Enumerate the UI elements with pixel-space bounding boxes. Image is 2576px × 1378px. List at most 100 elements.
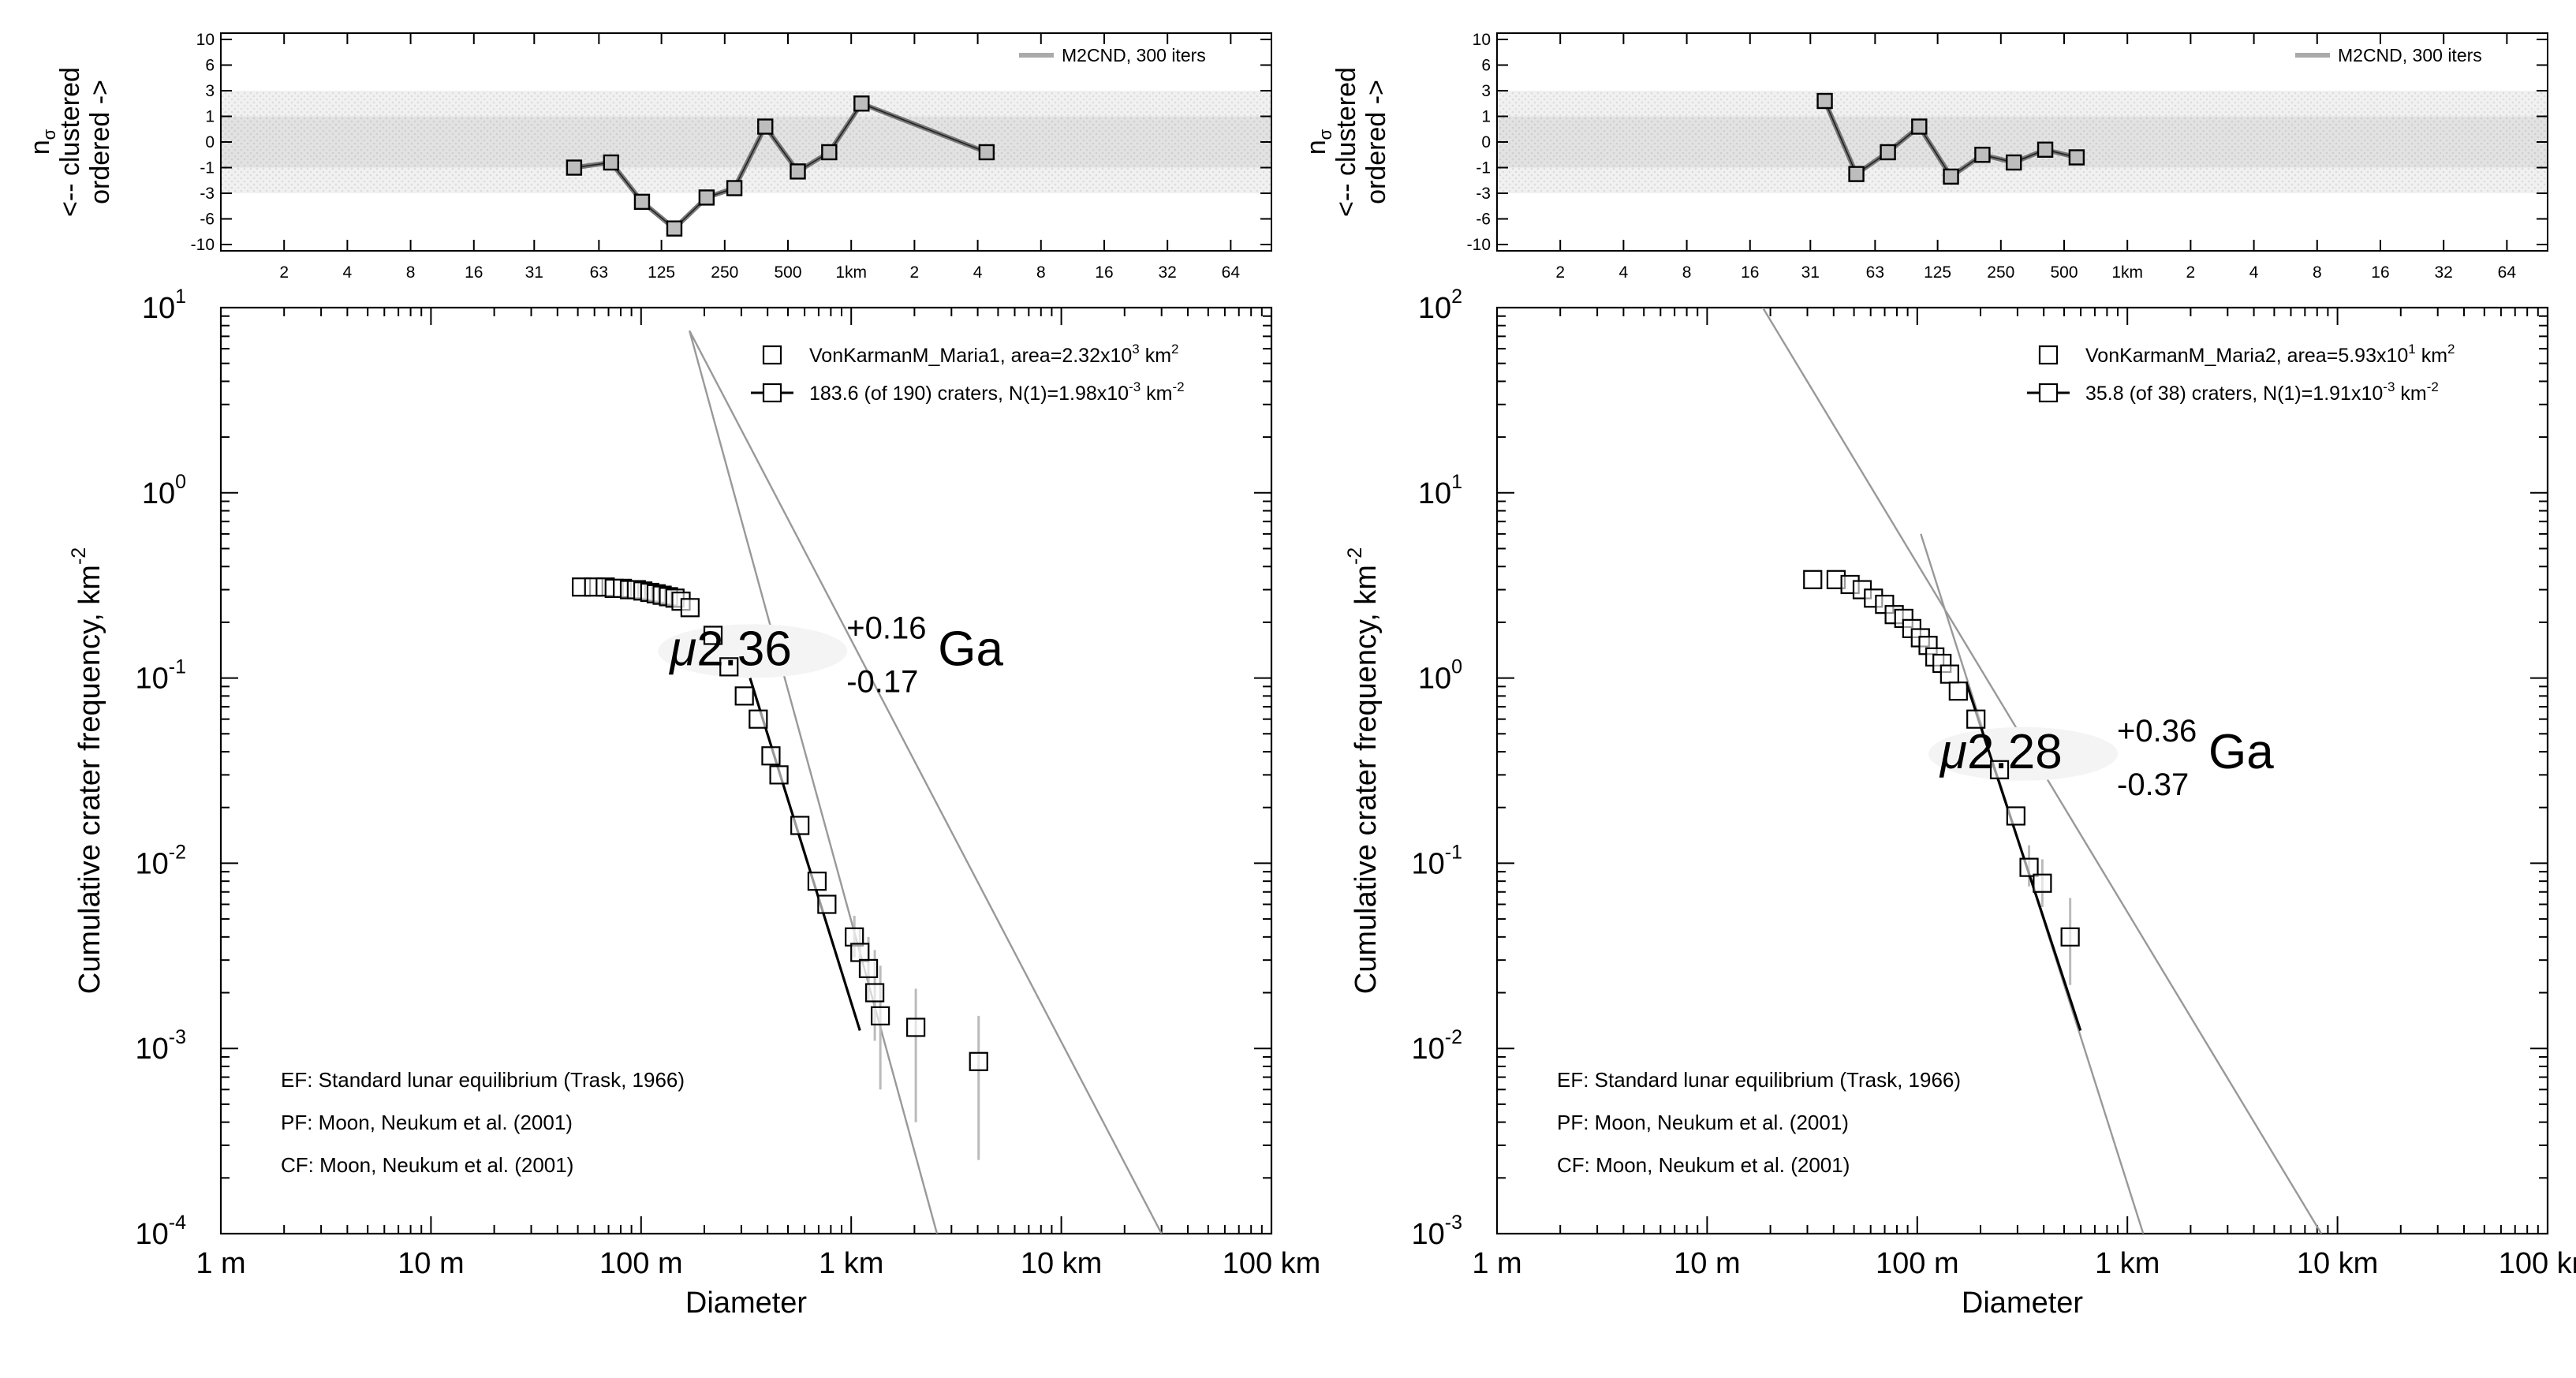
random-marker bbox=[566, 159, 583, 176]
data-point bbox=[969, 1051, 988, 1071]
random-x-tick-label: 64 bbox=[1222, 263, 1241, 282]
random-y-tick-label: -3 bbox=[200, 185, 215, 203]
x-tick-label: 10 km bbox=[2297, 1247, 2378, 1280]
random-y-tick-label: 0 bbox=[205, 133, 215, 151]
random-marker bbox=[1911, 118, 1928, 135]
random-marker bbox=[1943, 168, 1959, 185]
y-tick-label: 100 bbox=[1418, 656, 1462, 696]
random-x-tick-label: 500 bbox=[2050, 263, 2078, 282]
legend-label-2: 35.8 (of 38) craters, N(1)=1.91x10-3 km-… bbox=[2085, 379, 2439, 405]
data-point bbox=[2019, 857, 2039, 877]
legend-label-1: VonKarmanM_Maria2, area=5.93x101 km2 bbox=[2085, 342, 2455, 367]
legend-label-2: 183.6 (of 190) craters, N(1)=1.98x10-3 k… bbox=[809, 379, 1185, 405]
model-age-unit: Ga bbox=[2208, 725, 2274, 779]
random-y-label: nσ<-- clustered ordered -> bbox=[25, 67, 115, 217]
data-point bbox=[749, 709, 768, 729]
legend-marker bbox=[2038, 345, 2059, 365]
fit-line bbox=[1965, 682, 2082, 1031]
x-tick-label: 100 m bbox=[1876, 1247, 1959, 1280]
random-x-tick-label: 32 bbox=[2434, 263, 2452, 282]
random-x-tick-label: 8 bbox=[1036, 263, 1046, 282]
random-y-tick-label: 6 bbox=[1481, 57, 1491, 75]
data-point bbox=[1803, 569, 1823, 589]
random-x-tick-label: 4 bbox=[2249, 263, 2259, 282]
random-marker bbox=[978, 144, 995, 161]
plot-frame bbox=[1495, 306, 2549, 1235]
random-x-tick-label: 1km bbox=[2111, 263, 2143, 282]
random-x-tick-label: 4 bbox=[343, 263, 353, 282]
random-y-label-line1: nσ bbox=[1301, 129, 1335, 155]
random-y-label-line2: <-- clustered bbox=[1331, 67, 1361, 217]
function-note: EF: Standard lunar equilibrium (Trask, 1… bbox=[281, 1068, 685, 1092]
age-glow bbox=[1928, 726, 2119, 781]
random-x-tick-label: 32 bbox=[1158, 263, 1176, 282]
random-y-tick-label: -6 bbox=[200, 211, 215, 229]
function-note: CF: Moon, Neukum et al. (2001) bbox=[281, 1153, 573, 1177]
random-marker bbox=[603, 154, 619, 171]
random-x-tick-label: 8 bbox=[2313, 263, 2322, 282]
data-point bbox=[761, 746, 781, 766]
random-marker bbox=[1880, 144, 1896, 161]
y-tick-label: 10-1 bbox=[1411, 841, 1462, 880]
random-x-tick-label: 2 bbox=[910, 263, 920, 282]
data-point bbox=[680, 598, 700, 618]
model-age-plus: +0.36 bbox=[2117, 714, 2197, 749]
random-marker bbox=[757, 118, 774, 135]
random-marker bbox=[666, 220, 683, 237]
data-point bbox=[1939, 664, 1959, 684]
random-x-tick-label: 500 bbox=[774, 263, 801, 282]
random-marker bbox=[1848, 166, 1865, 182]
x-tick-label: 10 km bbox=[1021, 1247, 1102, 1280]
data-point bbox=[1989, 760, 2010, 779]
random-marker bbox=[1974, 147, 1991, 163]
x-tick-label: 1 m bbox=[1472, 1247, 1521, 1280]
data-point bbox=[2060, 927, 2080, 947]
random-x-tick-label: 16 bbox=[465, 263, 483, 282]
random-y-tick-label: -10 bbox=[191, 236, 215, 254]
y-tick-label: 10-1 bbox=[135, 656, 186, 696]
y-axis-label: Cumulative crater frequency, km-2 bbox=[68, 547, 106, 994]
data-point bbox=[871, 1006, 890, 1025]
random-marker bbox=[726, 180, 743, 196]
y-tick-label: 10-2 bbox=[135, 841, 186, 880]
random-y-label-line3: ordered -> bbox=[85, 80, 115, 204]
random-x-tick-label: 4 bbox=[973, 263, 983, 282]
random-x-tick-label: 8 bbox=[406, 263, 416, 282]
x-tick-label: 1 km bbox=[819, 1247, 883, 1280]
data-point bbox=[817, 894, 837, 914]
random-x-tick-label: 16 bbox=[1095, 263, 1113, 282]
legend-label-1: VonKarmanM_Maria1, area=2.32x103 km2 bbox=[809, 342, 1179, 367]
random-y-tick-label: -10 bbox=[1467, 236, 1491, 254]
data-point bbox=[734, 686, 754, 706]
function-note: EF: Standard lunar equilibrium (Trask, 1… bbox=[1557, 1068, 1961, 1092]
reference-line-production-function bbox=[689, 330, 939, 1234]
data-point bbox=[2033, 873, 2052, 893]
main-panel: 1 m 10 m 100 m 1 km 10 km 100 km 101 100 10-1 10-… bbox=[68, 286, 1320, 1320]
random-marker bbox=[2006, 154, 2022, 171]
data-point bbox=[703, 626, 723, 645]
random-x-tick-label: 64 bbox=[2498, 263, 2517, 282]
data-point bbox=[719, 657, 739, 677]
model-age-minus: -0.37 bbox=[2117, 767, 2189, 802]
random-y-tick-label: 1 bbox=[1481, 108, 1491, 126]
data-point bbox=[865, 983, 885, 1003]
random-marker bbox=[633, 193, 651, 211]
random-y-label-line2: <-- clustered bbox=[55, 67, 85, 217]
data-point bbox=[790, 816, 810, 835]
x-tick-label: 100 m bbox=[599, 1247, 683, 1280]
random-y-tick-label: -1 bbox=[200, 159, 215, 177]
model-age-label: μ2.36 bbox=[668, 622, 792, 676]
random-x-tick-label: 63 bbox=[590, 263, 608, 282]
random-y-tick-label: 0 bbox=[1481, 133, 1491, 151]
random-marker bbox=[698, 189, 715, 206]
random-y-tick-label: -1 bbox=[1476, 159, 1491, 177]
model-age-minus: -0.17 bbox=[846, 664, 918, 699]
random-y-tick-label: -3 bbox=[1476, 185, 1491, 203]
random-marker bbox=[821, 144, 838, 161]
